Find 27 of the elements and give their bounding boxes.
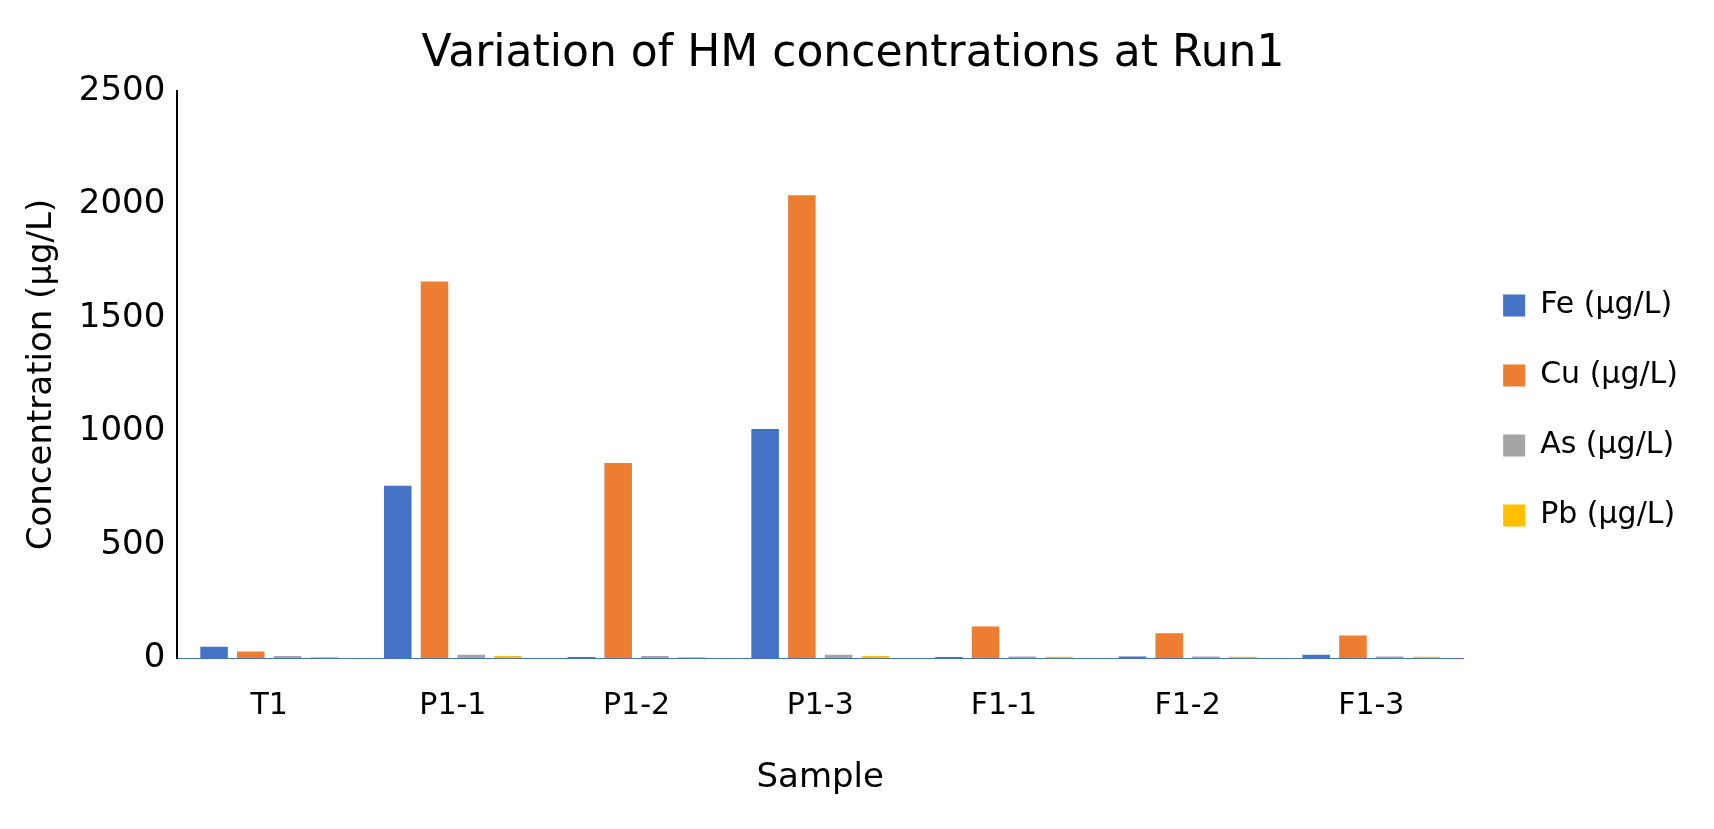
bar	[420, 281, 449, 659]
y-tick-label: 2000	[78, 181, 166, 222]
bar	[1155, 633, 1184, 659]
y-axis-title: Concentration (μg/L)	[19, 198, 60, 551]
x-tick-label: P1-2	[603, 686, 671, 721]
x-axis-title: Sample	[756, 755, 884, 796]
legend-label: Cu (μg/L)	[1540, 355, 1678, 391]
y-tick-label: 1000	[78, 408, 166, 449]
x-tick-label: F1-2	[1154, 686, 1221, 721]
x-tick-label: F1-1	[970, 686, 1038, 721]
x-tick-label: P1-1	[419, 686, 487, 721]
bar	[1339, 635, 1367, 659]
bar	[237, 651, 265, 659]
x-tick-label: T1	[249, 686, 288, 721]
legend-label: Fe (μg/L)	[1540, 285, 1673, 321]
x-tick-label: F1-3	[1338, 686, 1405, 721]
x-tick-label: P1-3	[786, 686, 854, 721]
y-tick-label: 0	[143, 635, 166, 676]
y-tick-label: 1500	[78, 294, 166, 335]
bar	[788, 195, 816, 659]
legend-label: Pb (μg/L)	[1540, 495, 1676, 531]
y-tick-label: 500	[100, 521, 166, 562]
bar	[604, 463, 632, 659]
y-tick-label: 2500	[78, 67, 166, 108]
bar	[971, 626, 1000, 659]
chart-title: Variation of HM concentrations at Run1	[421, 24, 1285, 76]
legend-label: As (μg/L)	[1540, 425, 1675, 461]
